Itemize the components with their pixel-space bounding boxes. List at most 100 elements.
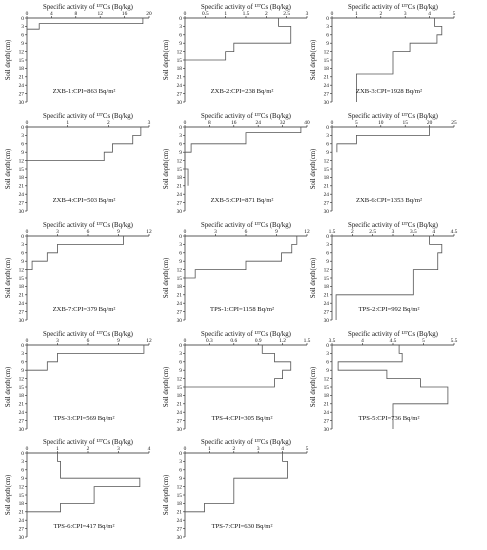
y-tick-label: 30 — [19, 427, 25, 433]
y-tick-label: 9 — [179, 150, 182, 156]
x-tick-label: 2 — [265, 11, 268, 17]
chart-panel-zxb6: Specific activity of ¹³⁷Cs (Bq/kg) Soil d… — [310, 113, 457, 215]
y-tick-label: 30 — [177, 100, 183, 106]
x-tick-label: 1.2 — [279, 338, 286, 344]
cpi-annotation: TPS-3:CPI=569 Bq/m² — [54, 415, 115, 422]
x-tick-label: 4 — [281, 446, 284, 452]
y-tick-label: 12 — [19, 158, 25, 164]
x-tick-label: 5 — [453, 11, 456, 17]
y-tick-label: 24 — [324, 83, 330, 89]
chart-panel-zxb3: Specific activity of ¹³⁷Cs (Bq/kg) Soil d… — [310, 4, 456, 106]
x-axis-title: Specific activity of ¹³⁷Cs (Bq/kg) — [348, 222, 438, 229]
y-tick-label: 15 — [177, 276, 183, 282]
x-axis-title: Specific activity of ¹³⁷Cs (Bq/kg) — [43, 439, 133, 446]
series-line-tps7 — [185, 453, 288, 513]
x-tick-label: 0 — [26, 338, 29, 344]
x-tick-label: 5 — [355, 120, 358, 126]
x-tick-label: 15 — [403, 120, 409, 126]
y-tick-label: 18 — [19, 393, 25, 399]
cpi-annotation: TPS-7:CPI=630 Bq/m² — [212, 523, 273, 530]
cpi-annotation: TPS-6:CPI=417 Bq/m² — [54, 523, 115, 530]
cpi-annotation: ZXB-2:CPI=238 Bq/m² — [211, 88, 274, 95]
y-tick-label: 3 — [326, 133, 329, 139]
y-tick-label: 24 — [19, 192, 25, 198]
y-tick-label: 24 — [177, 410, 183, 416]
x-tick-label: 3 — [404, 11, 407, 17]
x-tick-label: 3.5 — [329, 338, 336, 344]
x-tick-label: 12 — [146, 338, 152, 344]
y-tick-label: 3 — [21, 133, 24, 139]
y-tick-label: 0 — [21, 125, 24, 131]
y-axis-title: Soil depth(cm) — [163, 258, 170, 299]
x-tick-label: 9 — [275, 229, 278, 235]
y-tick-label: 12 — [19, 267, 25, 273]
y-tick-label: 9 — [326, 41, 329, 47]
x-axis-title: Specific activity of ¹³⁷Cs (Bq/kg) — [201, 331, 291, 338]
chart-panel-zxb5: Specific activity of ¹³⁷Cs (Bq/kg) Soil d… — [163, 113, 310, 215]
x-tick-label: 3 — [148, 120, 151, 126]
x-tick-label: 0.3 — [206, 338, 213, 344]
y-tick-label: 21 — [19, 184, 25, 190]
cpi-annotation: TPS-5:CPI=736 Bq/m² — [359, 415, 420, 422]
y-tick-label: 27 — [19, 418, 25, 424]
x-tick-label: 2.5 — [369, 229, 376, 235]
y-tick-label: 12 — [177, 267, 183, 273]
chart-panel-zxb1: Specific activity of ¹³⁷Cs (Bq/kg) Soil d… — [5, 4, 152, 106]
y-tick-label: 15 — [177, 493, 183, 499]
x-tick-label: 4 — [361, 338, 364, 344]
y-tick-label: 6 — [179, 251, 182, 257]
x-tick-label: 12 — [146, 229, 152, 235]
x-tick-label: 3 — [392, 229, 395, 235]
y-tick-label: 15 — [324, 276, 330, 282]
y-tick-label: 24 — [324, 301, 330, 307]
x-tick-label: 2 — [379, 11, 382, 17]
y-tick-label: 12 — [324, 49, 330, 55]
x-tick-label: 1 — [224, 11, 227, 17]
x-tick-label: 5 — [306, 446, 309, 452]
y-axis-title: Soil depth(cm) — [5, 40, 12, 81]
x-axis-title: Specific activity of ¹³⁷Cs (Bq/kg) — [43, 222, 133, 229]
x-tick-label: 2 — [232, 446, 235, 452]
x-tick-label: 3 — [56, 229, 59, 235]
y-tick-label: 30 — [324, 427, 330, 433]
series-line-zxb7 — [27, 236, 124, 271]
x-tick-label: 0 — [184, 446, 187, 452]
y-tick-label: 9 — [21, 476, 24, 482]
y-tick-label: 9 — [21, 150, 24, 156]
y-tick-label: 15 — [19, 58, 25, 64]
y-tick-label: 30 — [19, 318, 25, 324]
cpi-annotation: ZXB-7:CPI=379 Bq/m² — [53, 306, 116, 313]
y-tick-label: 24 — [177, 83, 183, 89]
series-line-tps6 — [27, 453, 141, 513]
y-tick-label: 3 — [21, 242, 24, 248]
x-axis-title: Specific activity of ¹³⁷Cs (Bq/kg) — [43, 113, 133, 120]
y-tick-label: 6 — [179, 468, 182, 474]
x-tick-label: 1.5 — [329, 229, 336, 235]
x-tick-label: 0.5 — [202, 11, 209, 17]
y-tick-label: 6 — [21, 360, 24, 366]
y-tick-label: 18 — [19, 66, 25, 72]
y-tick-label: 27 — [177, 526, 183, 532]
y-tick-label: 30 — [324, 100, 330, 106]
y-tick-label: 21 — [324, 293, 330, 299]
y-axis-title: Soil depth(cm) — [5, 258, 12, 299]
x-tick-label: 4 — [428, 11, 431, 17]
y-tick-label: 12 — [177, 158, 183, 164]
y-tick-label: 18 — [177, 393, 183, 399]
y-tick-label: 27 — [324, 418, 330, 424]
series-line-zxb3 — [355, 18, 443, 102]
y-tick-label: 12 — [19, 376, 25, 382]
chart-panel-tps5: Specific activity of ¹³⁷Cs (Bq/kg) Soil d… — [310, 331, 458, 433]
x-tick-label: 9 — [117, 338, 120, 344]
y-tick-label: 15 — [19, 167, 25, 173]
y-tick-label: 12 — [19, 484, 25, 490]
cpi-annotation: ZXB-3:CPI=1928 Bq/m² — [356, 88, 422, 95]
cpi-annotation: TPS-4:CPI=305 Bq/m² — [212, 415, 273, 422]
x-tick-label: 0 — [331, 120, 334, 126]
y-tick-label: 21 — [324, 184, 330, 190]
series-line-zxb4 — [27, 127, 142, 162]
y-tick-label: 3 — [326, 242, 329, 248]
series-line-tps4 — [185, 345, 292, 388]
y-tick-label: 3 — [179, 351, 182, 357]
y-tick-label: 18 — [177, 284, 183, 290]
